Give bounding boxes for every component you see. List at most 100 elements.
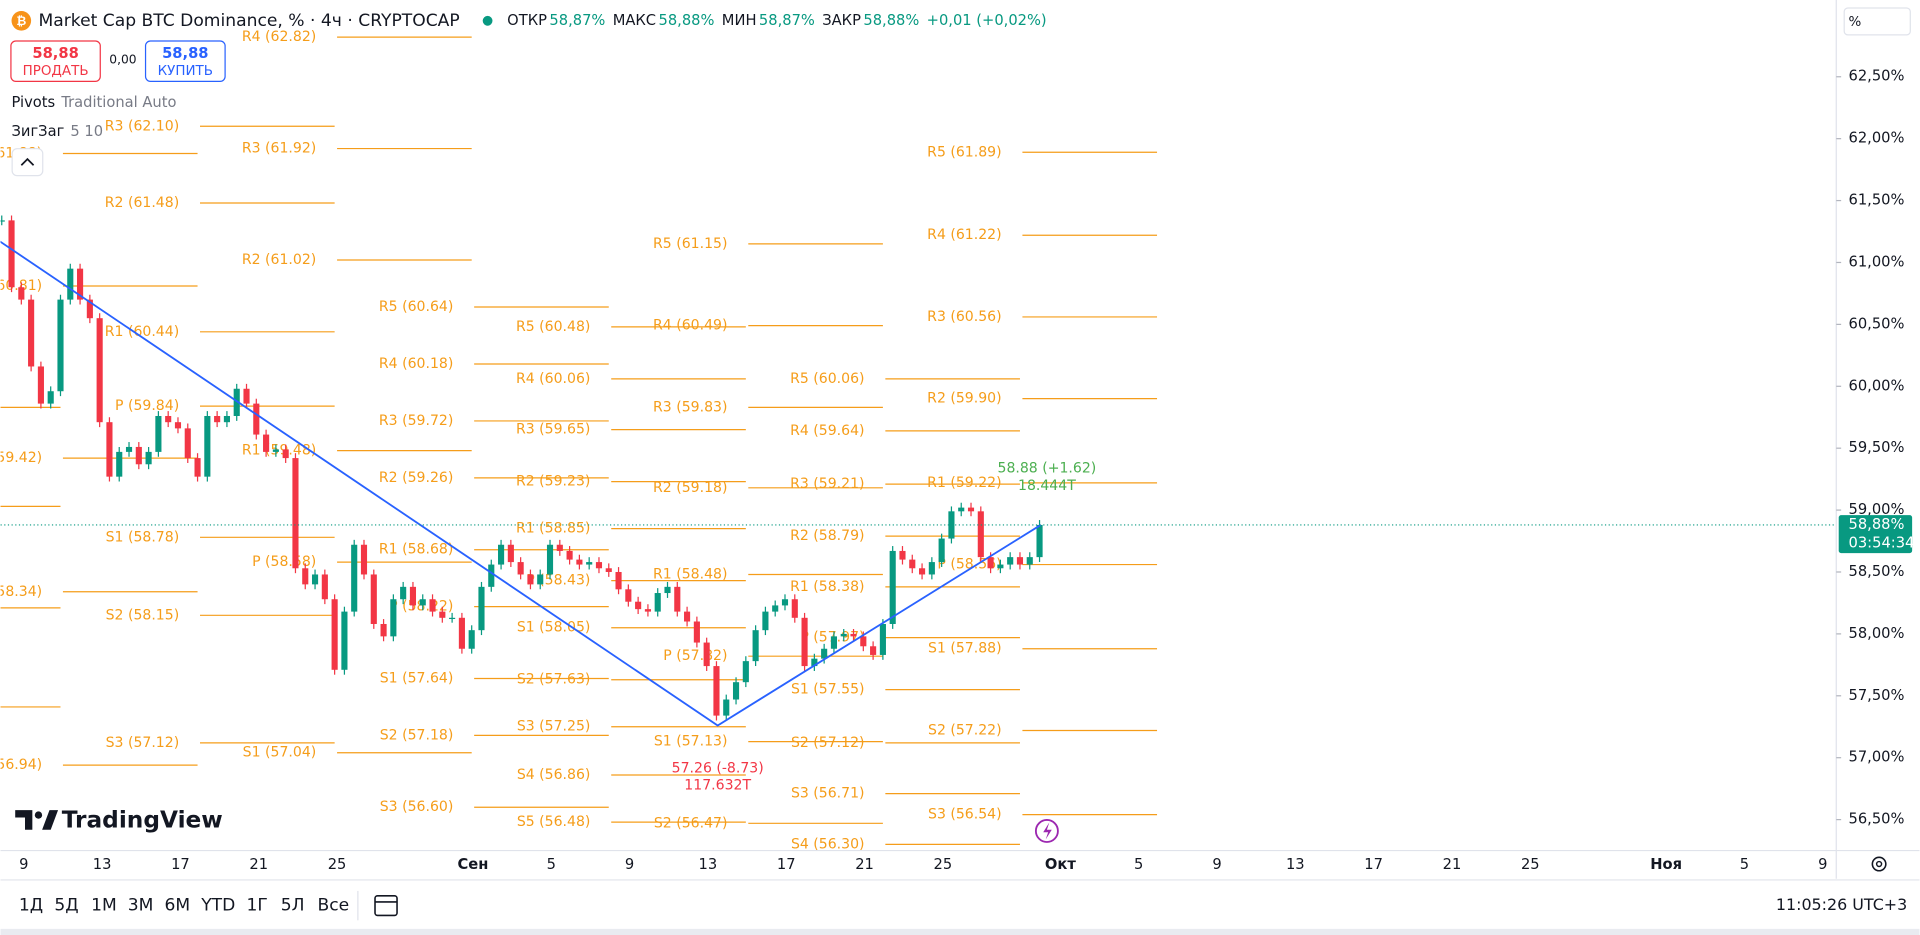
pivot-label: P (58.56): [937, 557, 1001, 573]
range-button[interactable]: 5Л: [281, 896, 305, 916]
range-button[interactable]: 1Г: [247, 896, 268, 916]
date-range-button[interactable]: [374, 895, 398, 917]
candle: [684, 611, 691, 622]
candle: [77, 268, 84, 300]
candle: [18, 287, 25, 300]
candle: [282, 449, 289, 459]
candle: [977, 511, 984, 558]
candle: [57, 299, 64, 392]
pivot-label: S1 (57.04): [243, 745, 317, 761]
indicator-pivots[interactable]: Pivots Traditional Auto: [12, 94, 177, 111]
pivot-label: S1 (58.05): [517, 620, 591, 636]
candle: [742, 661, 749, 683]
indicator-name: Pivots: [12, 94, 56, 111]
pivot-label: S1 (57.55): [791, 682, 865, 698]
range-button[interactable]: 1М: [91, 896, 117, 916]
pivot-label: R2 (58.79): [790, 528, 864, 544]
candle: [370, 574, 377, 624]
settings-icon[interactable]: [1871, 856, 1887, 872]
sell-button[interactable]: [10, 40, 101, 82]
candle: [703, 642, 710, 667]
candle: [488, 564, 495, 587]
candle: [184, 428, 191, 459]
candle: [958, 507, 965, 512]
candle: [8, 220, 15, 288]
tradingview-logo[interactable]: TradingView: [15, 807, 223, 834]
candle: [801, 617, 808, 667]
candle: [889, 550, 896, 624]
pivot-label: P (59.84): [115, 398, 179, 414]
pivot-label: R3 (59.83): [653, 399, 727, 415]
pivot-label: S2 (57.22): [928, 722, 1002, 738]
lightning-glyph: [1043, 822, 1052, 840]
pivot-label: R4 (60.06): [516, 371, 590, 387]
candle: [67, 268, 74, 300]
y-tick-label: 59,50%: [1848, 439, 1904, 456]
pivot-label: S3 (56.60): [380, 799, 454, 815]
candle: [439, 611, 446, 618]
candle: [997, 564, 1004, 569]
pivot-label: R1 (60.44): [105, 324, 179, 340]
open-label: ОТКР: [507, 12, 547, 29]
y-tick-label: 61,50%: [1848, 192, 1904, 209]
candle: [791, 599, 798, 618]
range-button[interactable]: 1Д: [19, 896, 43, 916]
candle: [537, 574, 544, 585]
collapse-legend-button[interactable]: [11, 148, 44, 177]
candle: [772, 605, 779, 612]
range-button[interactable]: Все: [317, 896, 349, 916]
clock[interactable]: 11:05:26 UTC+3: [1776, 895, 1907, 914]
y-tick-label: 61,00%: [1848, 253, 1904, 270]
candle: [331, 599, 338, 670]
x-tick-label: 9: [1212, 856, 1221, 873]
chevron-up-icon: [20, 157, 35, 166]
range-button[interactable]: 5Д: [54, 896, 78, 916]
market-status[interactable]: [482, 15, 493, 26]
candle: [409, 586, 417, 606]
indicator-zigzag[interactable]: ЗигЗаг 5 10: [12, 123, 104, 140]
candle: [0, 220, 5, 222]
y-tick-label: 57,00%: [1848, 749, 1904, 766]
pivot-label: R3 (61.92): [242, 141, 316, 157]
candle: [1026, 557, 1033, 565]
candle: [263, 434, 270, 452]
pivot-label: R5 (61.15): [653, 236, 727, 252]
candle: [125, 446, 133, 452]
pivot-label: R3 (62.10): [105, 118, 179, 134]
buy-price: 58,88: [162, 45, 208, 62]
close-value: 58,88%: [863, 12, 919, 29]
pivot-label: P (57.82): [663, 648, 727, 664]
x-tick-label: 21: [855, 856, 874, 873]
range-toolbar: 1Д 5Д 1М 3М 6М YTD 1Г 5Л Все: [19, 896, 349, 916]
candle: [576, 559, 583, 565]
high-label: МАКС: [613, 12, 656, 29]
settings-icon-center: [1875, 860, 1883, 868]
low-label: МИН: [722, 12, 757, 29]
candle: [380, 623, 387, 637]
candle: [223, 415, 230, 423]
candle: [654, 593, 661, 612]
x-tick-label: 25: [934, 856, 953, 873]
candle: [478, 586, 485, 631]
close-label: ЗАКР: [822, 12, 861, 29]
candle: [155, 415, 162, 452]
candle: [840, 633, 847, 637]
candle: [341, 611, 348, 670]
candle: [879, 623, 886, 655]
buy-button[interactable]: [144, 40, 226, 82]
candle: [625, 589, 632, 602]
pivot-label: S3 (56.54): [928, 807, 1002, 823]
candle: [595, 562, 603, 569]
pivot-label: S3 (56.71): [791, 786, 865, 802]
x-tick-label: 5: [1740, 856, 1749, 873]
range-button[interactable]: 6М: [165, 896, 191, 916]
pivot-label: S4 (56.86): [517, 767, 591, 783]
symbol-title[interactable]: Market Cap BTC Dominance, % · 4ч · CRYPT…: [38, 11, 459, 31]
scale-mode-box[interactable]: [1843, 7, 1911, 36]
candle: [272, 449, 279, 452]
pivot-label: P (58.22): [389, 599, 453, 615]
range-button[interactable]: YTD: [200, 896, 235, 916]
range-button[interactable]: 3М: [128, 896, 154, 916]
candle: [674, 586, 681, 612]
x-tick-label: Сен: [457, 856, 488, 873]
